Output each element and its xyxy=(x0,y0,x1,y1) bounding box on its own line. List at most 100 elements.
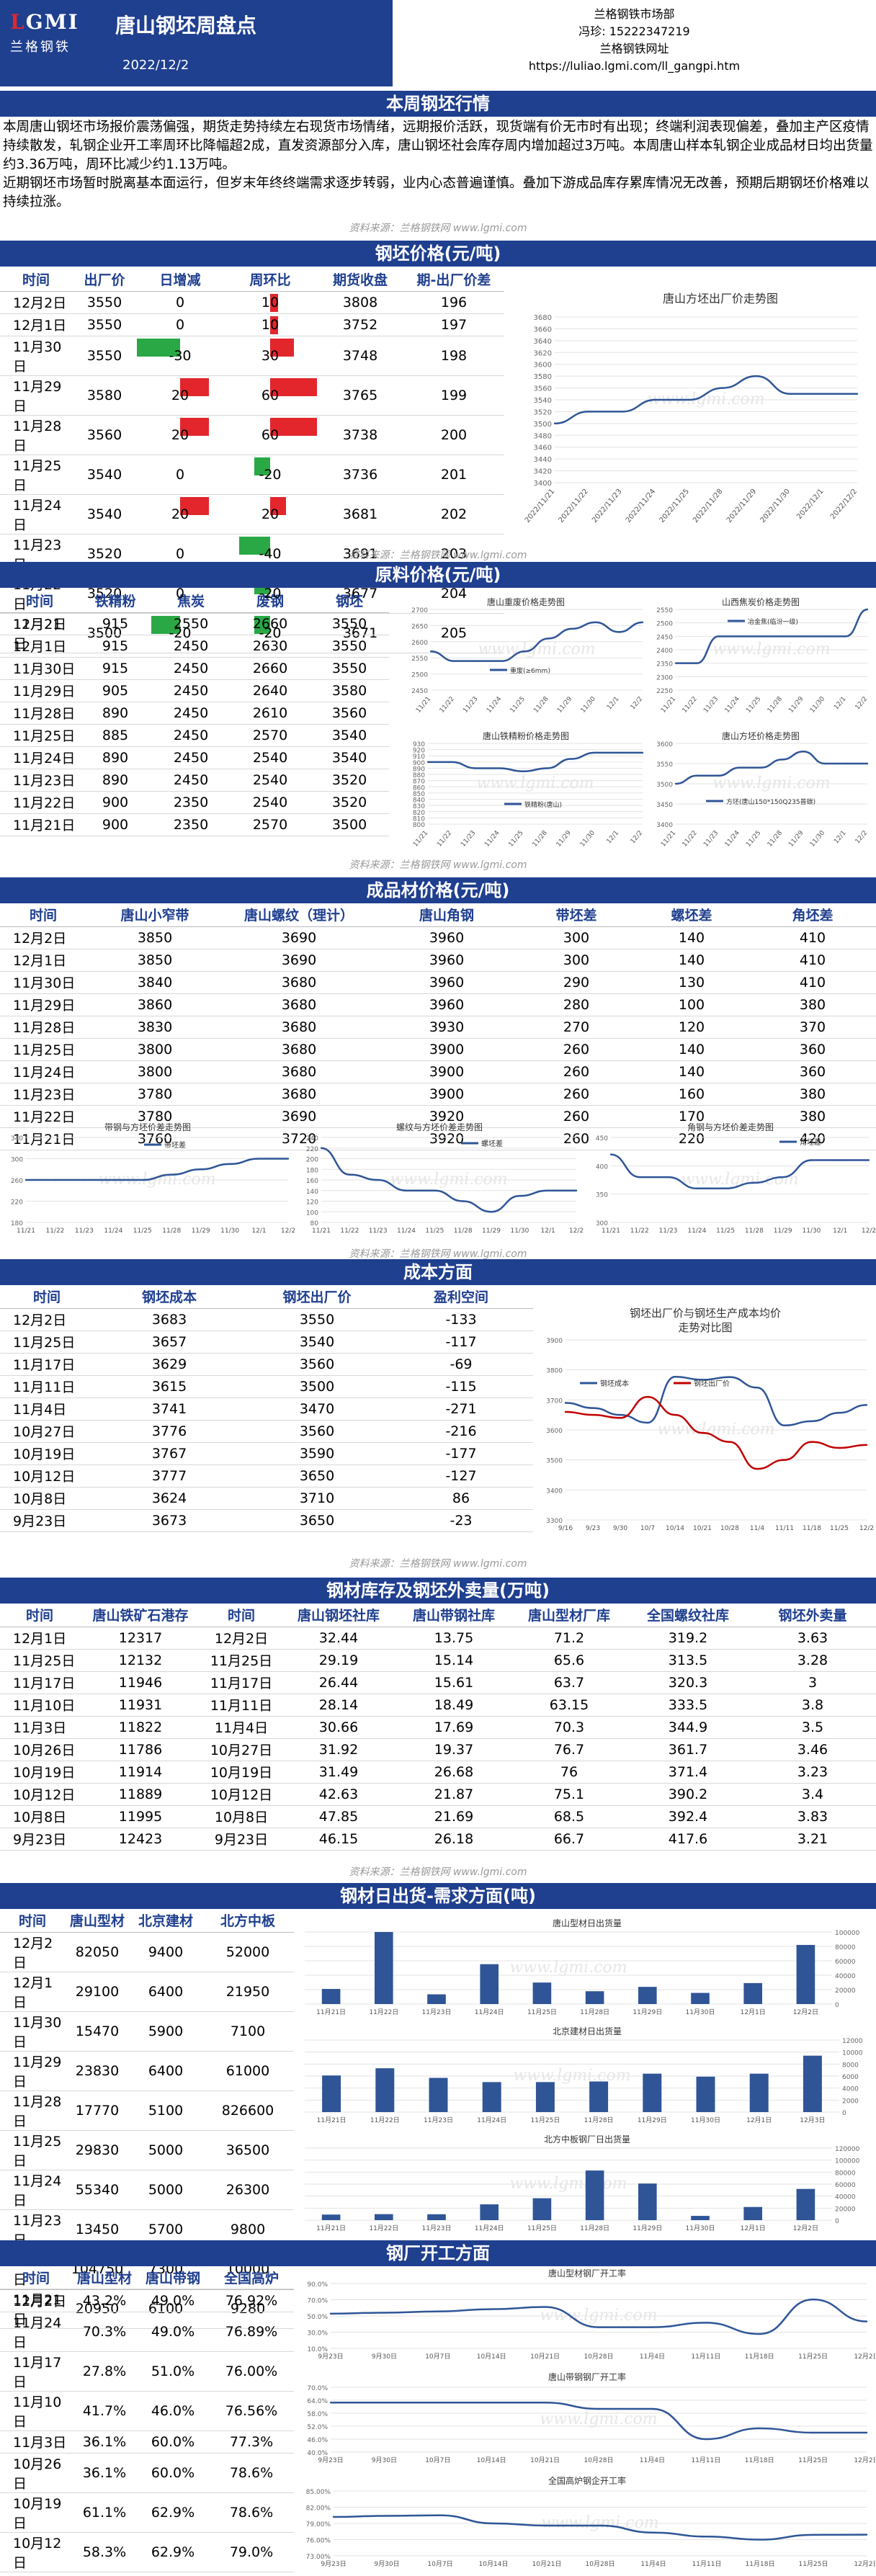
table-cell: 826600 xyxy=(202,2090,294,2131)
data-point xyxy=(546,767,548,769)
table-cell: 3900 xyxy=(375,1083,519,1106)
table-cell: -271 xyxy=(389,1397,533,1421)
table-cell: 270 xyxy=(519,1016,634,1039)
table-cell: 46.0% xyxy=(137,2391,209,2431)
data-point xyxy=(651,2407,653,2410)
table-row: 11月25日 3657 3540 -117 xyxy=(0,1331,533,1354)
x-tick-label: 12/1 xyxy=(833,830,848,846)
cost-vs-price-chart: www.lgmi.com 钢坯出厂价与钢坯生产成本均价 走势对比图 3300 3400 3… xyxy=(537,1304,874,1542)
source-note: 资料来源：兰格钢铁网 www.lgmi.com xyxy=(349,1248,527,1260)
table-cell: 3900 xyxy=(375,1038,519,1061)
decrease-bar xyxy=(137,338,180,357)
table-cell: 2570 xyxy=(231,813,310,836)
data-point xyxy=(591,1407,594,1409)
data-point xyxy=(759,2427,761,2430)
y-tick-label: 2400 xyxy=(656,648,673,655)
data-point xyxy=(674,1413,676,1416)
table-cell: 170 xyxy=(634,1105,749,1128)
table-row: 10月26日 11786 10月27日 31.92 19.37 76.7 361.7 3.46 xyxy=(0,1738,876,1761)
data-point xyxy=(783,1459,786,1461)
x-tick-label: 11/29 xyxy=(482,1227,501,1235)
y-tick-label: 870 xyxy=(413,779,425,786)
table-cell: 3680 xyxy=(223,1083,375,1106)
cell-value: -20 xyxy=(169,625,192,641)
table-cell: 10月19日 xyxy=(0,1442,94,1465)
table-cell: 11月30日 xyxy=(0,971,86,994)
data-point xyxy=(575,1189,578,1191)
table-cell: 10月8日 xyxy=(0,2572,72,2576)
x-tick-label: 11月11日 xyxy=(691,2456,720,2464)
y-tick-label: 3420 xyxy=(534,468,552,476)
x-tick-label: 10/7 xyxy=(640,1525,655,1532)
table-cell: 11月25日 xyxy=(0,1649,79,1672)
increase-bar xyxy=(270,496,286,515)
table-row: 11月24日 3800 3680 3900 260 140 360 xyxy=(0,1060,876,1083)
table-cell: 3550 xyxy=(72,336,137,376)
table-cell: 2450 xyxy=(151,679,231,702)
table-cell: 75.1 xyxy=(511,1783,627,1806)
table-header-row: 时间 铁精粉 焦炭 废钢 钢坯 xyxy=(0,589,389,613)
y-tick-label: 10.0% xyxy=(307,2346,328,2353)
table-cell: 26300 xyxy=(202,2170,294,2210)
chart-svg: www.lgmi.com全国高炉钢企开工率73.00%76.00%79.00%8… xyxy=(306,2475,875,2568)
data-point xyxy=(810,1441,813,1443)
y-tick-label: 3440 xyxy=(534,456,552,464)
y-tick-label: 3400 xyxy=(656,822,673,829)
table-cell: 18.49 xyxy=(396,1694,511,1717)
legend-label: 钢坯成本 xyxy=(600,1379,629,1388)
table-cell: 360 xyxy=(749,1060,876,1083)
table-cell: 10 xyxy=(223,291,317,314)
data-point xyxy=(619,1417,622,1419)
data-point xyxy=(646,1395,649,1398)
y-tick-label: 40.0% xyxy=(307,2450,328,2457)
site-url-link[interactable]: https://luliao.lgmi.com/ll_gangpi.htm xyxy=(528,59,741,73)
table-cell: 2630 xyxy=(231,635,310,658)
x-tick-label: 11月22日 xyxy=(369,2008,398,2016)
table-cell: 11月10日 xyxy=(0,2391,72,2431)
table-cell: 2570 xyxy=(231,724,310,747)
table-cell: 86 xyxy=(389,1487,533,1510)
table-row: 10月19日 61.1% 62.9% 78.6% xyxy=(0,2492,294,2533)
table-cell: 10月19日 xyxy=(0,2492,72,2533)
column-header: 螺坯差 xyxy=(634,903,749,927)
column-header: 钢坯成本 xyxy=(94,1285,245,1309)
x-tick-label: 11月24日 xyxy=(475,2224,504,2232)
column-header: 唐山带钢社库 xyxy=(396,1604,511,1627)
x-tick-label: 9/16 xyxy=(558,1525,573,1532)
y-tick-label: 2600 xyxy=(411,640,428,647)
data-point xyxy=(437,2310,439,2312)
data-point xyxy=(696,774,698,777)
table-row: 12月1日 3850 3690 3960 300 140 410 xyxy=(0,949,876,972)
table-cell: 12月1日 xyxy=(0,635,79,658)
cell-value: 20 xyxy=(171,387,189,403)
column-header: 唐山小窄带 xyxy=(86,903,223,927)
table-cell: 11月24日 xyxy=(0,494,72,535)
table-cell: 3680 xyxy=(223,1016,375,1039)
x-tick-label: 11/21 xyxy=(660,830,677,849)
table-cell: 380 xyxy=(749,1083,876,1106)
table-cell: 31.92 xyxy=(281,1738,396,1761)
series-line xyxy=(675,750,867,785)
table-cell: 3850 xyxy=(86,926,223,949)
strip-spread-chart: www.lgmi.com 带钢与方坯价差走势图 180 220 260 300 340 11/… xyxy=(0,1120,295,1243)
table-cell: 82050 xyxy=(65,1932,130,1972)
bar-mark xyxy=(803,2055,822,2112)
table-cell: 68.5 xyxy=(511,1805,627,1828)
table-cell: 41.7% xyxy=(72,2391,137,2431)
table-cell: 49.0% xyxy=(137,2312,209,2352)
table-cell: 2660 xyxy=(231,612,310,635)
cell-value: 0 xyxy=(175,316,185,333)
table-cell: 3540 xyxy=(72,494,137,535)
legend-label: 钢坯出厂价 xyxy=(694,1379,730,1388)
table-cell: 60 xyxy=(223,375,317,416)
x-tick-label: 10月14日 xyxy=(477,2456,506,2464)
y-tick-label: 930 xyxy=(413,741,425,748)
y-tick-label: 3460 xyxy=(534,444,552,452)
bar-mark xyxy=(585,2170,604,2220)
y-tick-label: 20000 xyxy=(835,2206,856,2213)
bar-mark xyxy=(480,1964,499,2004)
table-row: 11月17日 3629 3560 -69 xyxy=(0,1353,533,1376)
data-point xyxy=(383,2402,385,2404)
data-point xyxy=(838,1446,841,1449)
x-tick-label: 11/24 xyxy=(687,1227,706,1235)
